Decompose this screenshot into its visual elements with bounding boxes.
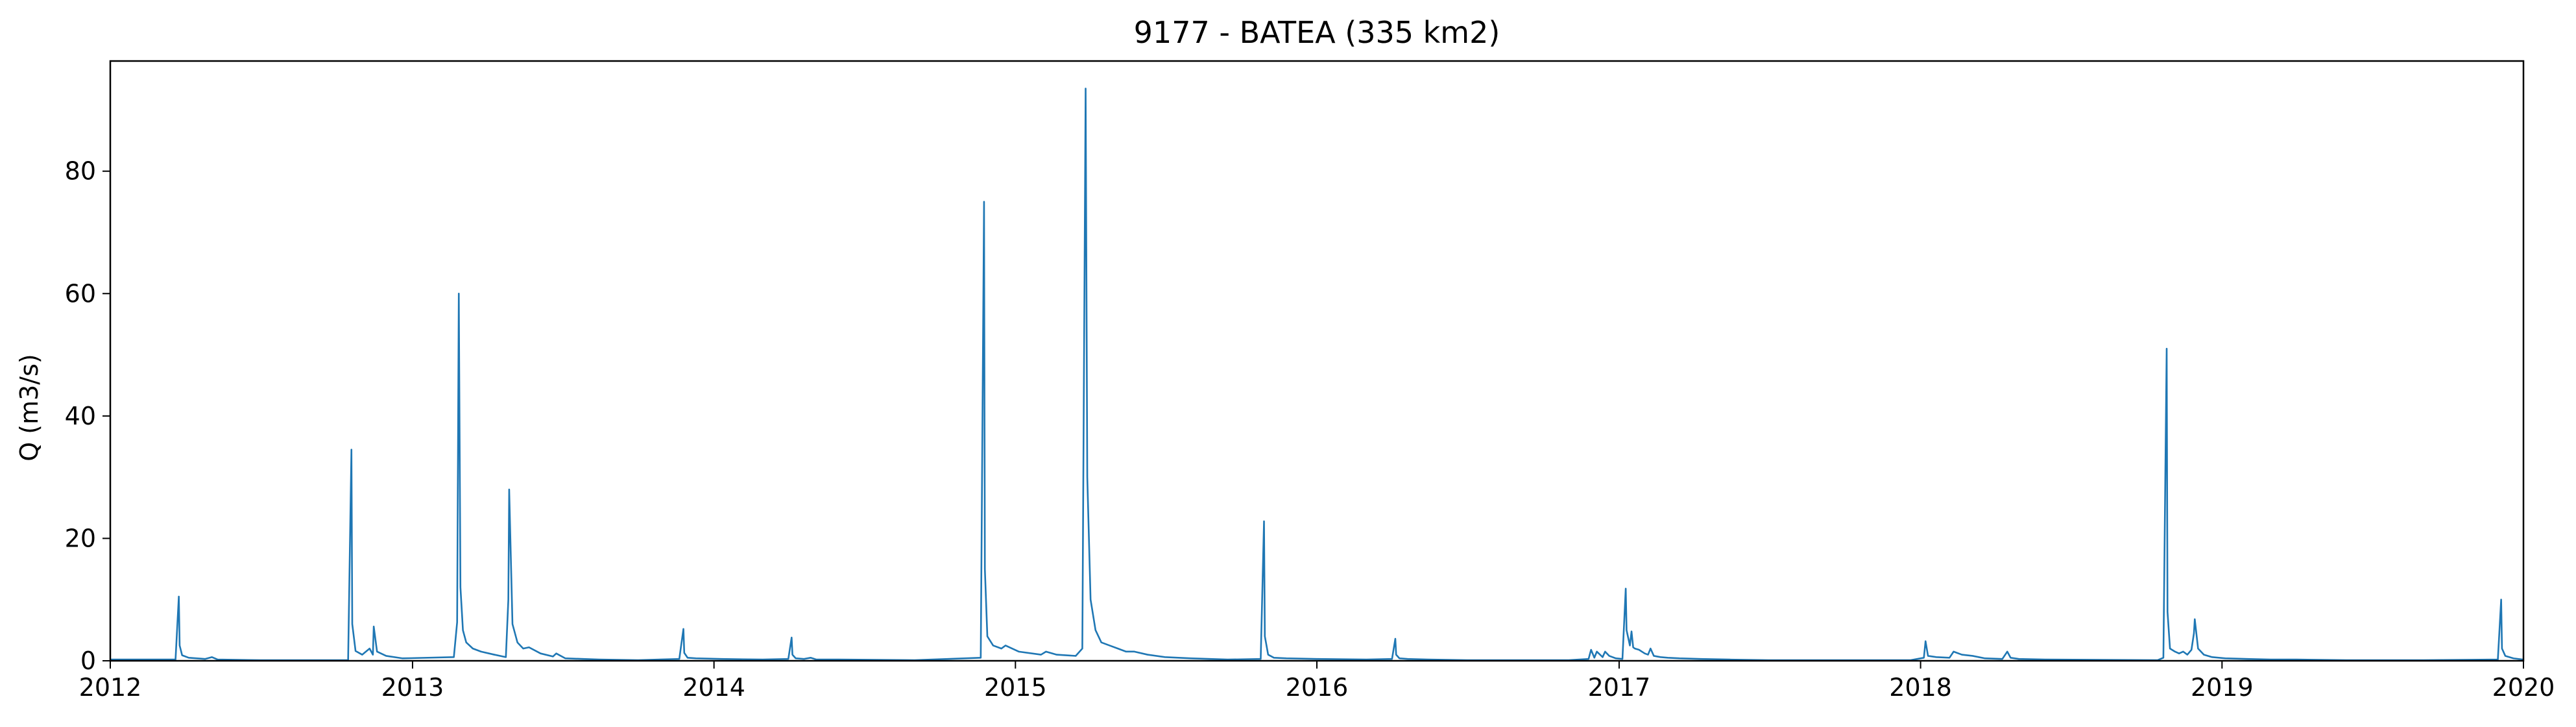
x-tick-label: 2015 [984,673,1047,702]
x-tick-label: 2012 [79,673,142,702]
x-tick-label: 2016 [1286,673,1349,702]
y-tick-label: 20 [65,524,96,552]
y-tick-label: 0 [80,647,96,675]
x-tick-label: 2020 [2492,673,2555,702]
y-tick-label: 60 [65,279,96,308]
x-axis-ticks: 2012 2013 2014 2015 2016 2017 2018 2019 2020 [79,661,2555,702]
y-axis-ticks: 0 20 40 60 80 [65,157,110,675]
y-tick-label: 80 [65,157,96,186]
chart-title: 9177 - BATEA (335 km2) [1134,15,1500,50]
y-tick-label: 40 [65,402,96,430]
x-tick-label: 2014 [682,673,745,702]
x-tick-label: 2017 [1588,673,1651,702]
series-layer [110,88,2524,661]
plot-frame [109,60,2525,662]
x-tick-label: 2019 [2191,673,2254,702]
y-axis-label: Q (m3/s) [15,354,43,461]
x-tick-label: 2018 [1889,673,1952,702]
x-tick-label: 2013 [381,673,444,702]
series-line-0 [110,88,2524,661]
